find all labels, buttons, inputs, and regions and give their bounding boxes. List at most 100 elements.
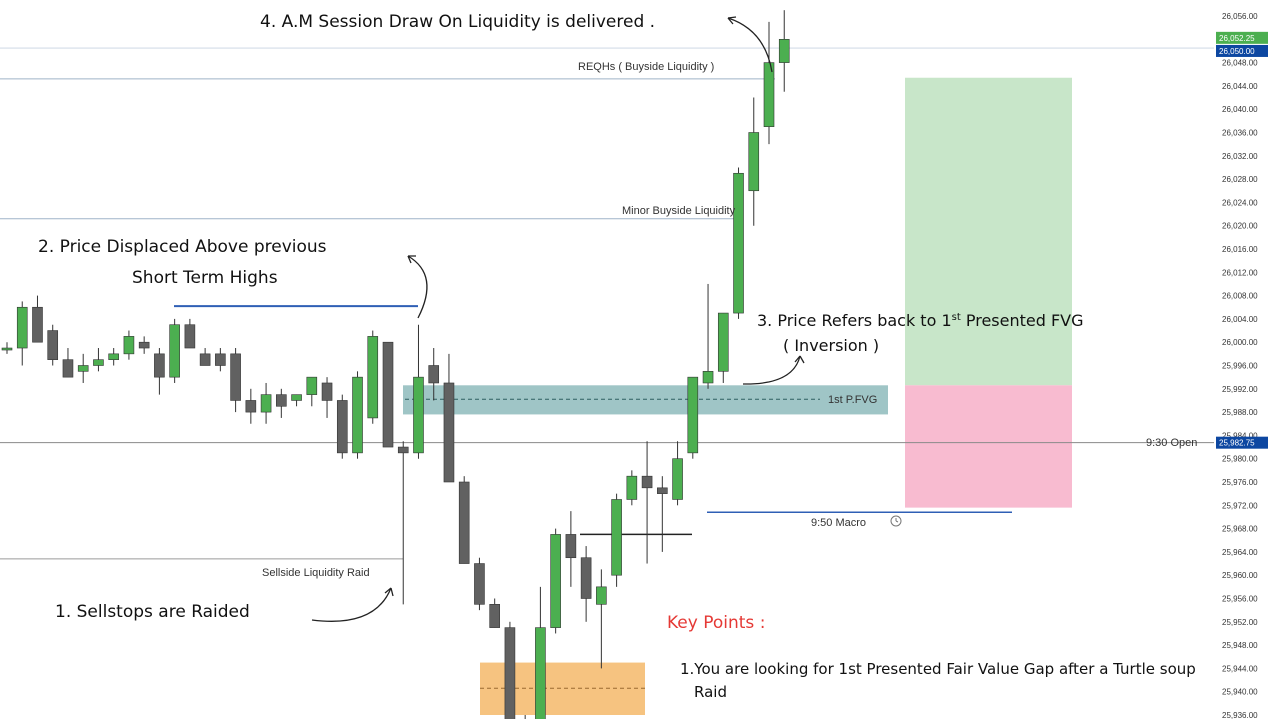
candle-body <box>169 324 180 378</box>
y-tick-label: 25,996.00 <box>1222 362 1258 371</box>
candle-body <box>413 376 424 454</box>
y-tick-label: 25,980.00 <box>1222 455 1258 464</box>
candle <box>626 470 638 506</box>
candle-body <box>489 604 500 628</box>
y-tick-label: 25,972.00 <box>1222 501 1258 510</box>
candle-body <box>367 336 379 419</box>
candle-body <box>733 172 744 314</box>
y-tick-label: 26,004.00 <box>1222 315 1258 324</box>
y-tick-label: 26,020.00 <box>1222 222 1258 231</box>
zones-layer <box>403 77 1072 715</box>
y-tick-label: 26,036.00 <box>1222 129 1258 138</box>
price-axis[interactable]: 26,056.0026,052.0026,048.0026,044.0026,0… <box>1214 0 1279 719</box>
minor-bsl-label: Minor Buyside Liquidity <box>622 205 736 217</box>
candle <box>184 318 196 349</box>
annotation-3-rest: Presented FVG <box>961 311 1084 330</box>
candle-body <box>47 330 59 360</box>
candle-body <box>397 446 409 454</box>
candle <box>413 324 424 459</box>
candle <box>215 348 226 372</box>
price-tag-label: 25,982.75 <box>1219 439 1255 448</box>
candle <box>306 376 318 407</box>
candles-layer <box>1 10 790 719</box>
candle <box>550 528 561 634</box>
candle <box>260 382 272 424</box>
candle-body <box>93 359 104 366</box>
candle-body <box>565 534 577 559</box>
candle <box>565 511 577 587</box>
candle-body <box>260 394 272 413</box>
y-tick-label: 26,000.00 <box>1222 338 1258 347</box>
candle-body <box>16 306 28 349</box>
candle <box>1 342 13 354</box>
candle <box>336 394 348 459</box>
candle <box>717 312 729 383</box>
open-label: 9:30 Open <box>1146 437 1197 449</box>
candle-body <box>474 563 485 605</box>
candle-body <box>672 458 683 500</box>
arrow-3 <box>742 355 801 385</box>
candle-body <box>32 306 43 343</box>
annotation-4: 4. A.M Session Draw On Liquidity is deli… <box>260 12 655 32</box>
reqhs-label: REQHs ( Buyside Liquidity ) <box>578 61 714 73</box>
annotation-arrows <box>311 16 805 622</box>
candle-body <box>626 475 638 500</box>
candle <box>321 377 333 418</box>
candle-body <box>154 353 165 378</box>
superscript-st: st <box>952 312 961 323</box>
candle <box>641 441 653 564</box>
y-tick-label: 25,988.00 <box>1222 408 1258 417</box>
candle-body <box>138 341 150 349</box>
y-tick-label: 26,028.00 <box>1222 175 1258 184</box>
candle-body <box>763 62 775 127</box>
candle-body <box>108 353 119 360</box>
candle-body <box>306 376 318 395</box>
candle-body <box>199 353 211 366</box>
candle <box>524 715 526 719</box>
candle <box>733 167 744 319</box>
candle <box>291 394 302 407</box>
annotation-3-text: 3. Price Refers back to 1 <box>757 311 952 330</box>
candle-body <box>245 400 257 413</box>
arrow-4 <box>727 17 773 73</box>
arrow-1-head <box>384 587 394 597</box>
fvg-label: 1st P.FVG <box>828 394 877 406</box>
y-tick-label: 25,992.00 <box>1222 385 1258 394</box>
candle <box>489 598 500 628</box>
candle <box>428 348 440 401</box>
candle <box>16 301 28 366</box>
y-tick-label: 25,956.00 <box>1222 595 1258 604</box>
candle <box>123 330 135 360</box>
candle-body <box>62 359 74 378</box>
key-points-title: Key Points : <box>667 613 765 633</box>
y-tick-label: 26,040.00 <box>1222 105 1258 114</box>
price-tag-label: 26,050.00 <box>1219 47 1255 56</box>
candle <box>580 546 592 622</box>
candle <box>169 318 180 383</box>
annotation-2-line1: 2. Price Displaced Above previous <box>38 237 327 257</box>
candle-body <box>276 394 287 407</box>
candle <box>702 283 714 389</box>
candle <box>230 348 241 413</box>
candle <box>611 493 622 587</box>
candle <box>93 348 104 372</box>
candle-body <box>336 400 348 454</box>
annotation-3-line1: 3. Price Refers back to 1st Presented FV… <box>757 311 1084 330</box>
y-tick-label: 26,008.00 <box>1222 292 1258 301</box>
candle <box>138 336 150 354</box>
y-tick-label: 26,044.00 <box>1222 82 1258 91</box>
candle <box>504 621 516 719</box>
price-axis-bg <box>1214 0 1279 719</box>
candle-body <box>580 557 592 599</box>
candle <box>763 21 775 145</box>
candle-body <box>77 365 89 372</box>
reward-zone <box>905 77 1072 386</box>
y-tick-label: 25,936.00 <box>1222 711 1258 719</box>
candle <box>352 371 363 459</box>
sellside-label: Sellside Liquidity Raid <box>262 567 370 579</box>
y-tick-label: 25,952.00 <box>1222 618 1258 627</box>
candle-body <box>504 627 516 719</box>
candle <box>62 348 74 378</box>
annotation-1: 1. Sellstops are Raided <box>55 602 250 622</box>
